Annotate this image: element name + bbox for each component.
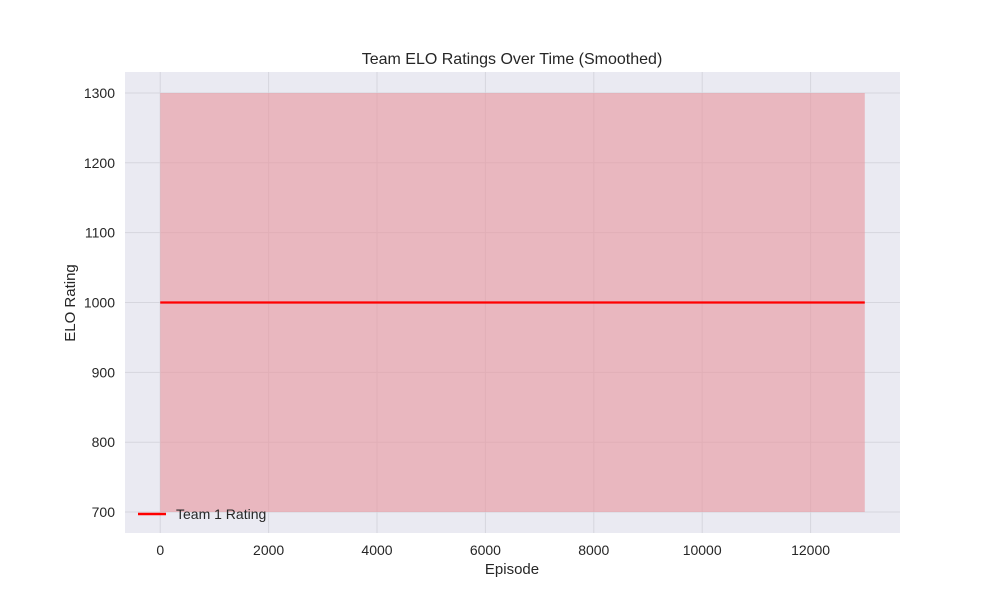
x-tick-label: 8000 [578, 542, 609, 558]
x-tick-label: 4000 [361, 542, 392, 558]
y-tick-label: 1100 [85, 225, 115, 241]
y-tick-label: 900 [92, 364, 116, 380]
x-tick-label: 12000 [791, 542, 830, 558]
legend: Team 1 Rating [138, 506, 266, 522]
x-tick-label: 0 [156, 542, 164, 558]
y-axis-label: ELO Rating [62, 264, 79, 342]
chart-title: Team ELO Ratings Over Time (Smoothed) [362, 51, 663, 68]
y-tick-label: 700 [92, 504, 116, 520]
y-tick-label: 1300 [84, 85, 115, 101]
y-tick-labels: 700 800 900 1000 1100 1200 1300 [84, 85, 115, 520]
x-axis-label: Episode [485, 561, 539, 578]
legend-label-team-1: Team 1 Rating [176, 506, 266, 522]
y-tick-label: 800 [92, 434, 116, 450]
y-tick-label: 1000 [84, 295, 115, 311]
x-tick-label: 10000 [683, 542, 722, 558]
x-tick-labels: 0 2000 4000 6000 8000 10000 12000 [156, 542, 830, 558]
x-tick-label: 2000 [253, 542, 284, 558]
x-tick-label: 6000 [470, 542, 501, 558]
y-tick-label: 1200 [84, 155, 115, 171]
